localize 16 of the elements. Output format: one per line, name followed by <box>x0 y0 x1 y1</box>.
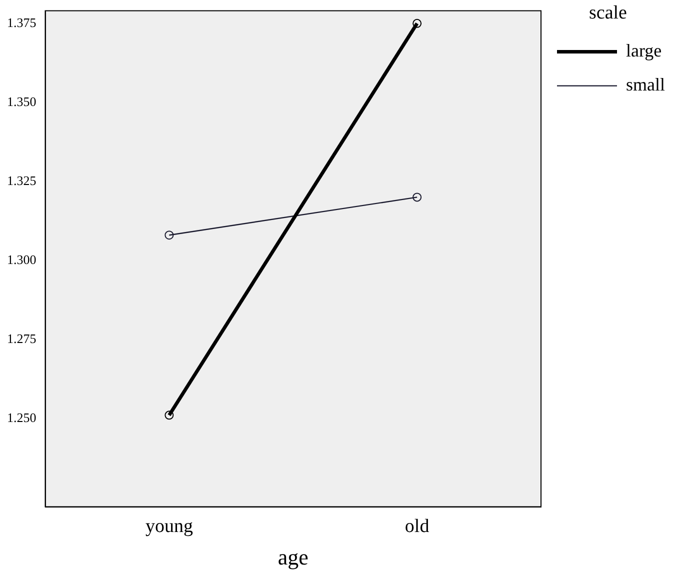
legend-label: small <box>626 74 666 95</box>
point <box>412 192 422 202</box>
legend-label: large <box>626 40 662 61</box>
y-tick-label: 1.375 <box>7 14 36 30</box>
x-axis-title: age <box>278 544 308 570</box>
point <box>164 230 174 240</box>
x-tick-label: young <box>145 516 194 538</box>
y-tick-label: 1.300 <box>7 252 36 267</box>
y-tick-label: 1.275 <box>7 330 36 346</box>
y-tick-label: 1.325 <box>7 172 36 188</box>
y-tick-label: 1.350 <box>7 94 36 109</box>
legend-title: scale <box>589 2 627 24</box>
x-tick-label: old <box>404 516 430 538</box>
point <box>412 18 422 28</box>
y-tick-label: 1.250 <box>7 410 36 425</box>
point <box>164 410 174 420</box>
